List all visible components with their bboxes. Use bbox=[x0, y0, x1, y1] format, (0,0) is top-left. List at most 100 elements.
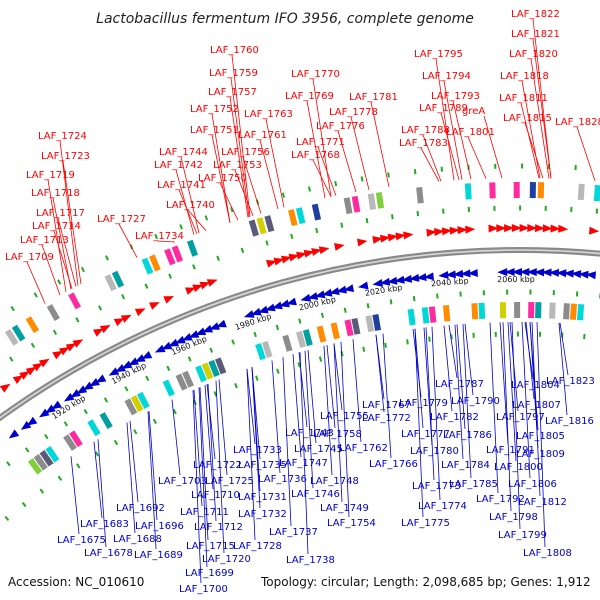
plus-strand-feature-block bbox=[287, 209, 298, 227]
leader-line bbox=[525, 321, 535, 400]
tick-mark bbox=[552, 290, 555, 296]
plus-strand-gene bbox=[511, 224, 522, 233]
gene-label: LAF_1815 bbox=[503, 113, 552, 124]
tick-mark bbox=[494, 163, 497, 169]
tick-mark bbox=[234, 382, 238, 389]
tick-mark bbox=[506, 289, 509, 295]
leader-line bbox=[171, 399, 181, 476]
minus-strand-feature-block bbox=[528, 302, 535, 319]
plus-strand-gene bbox=[184, 287, 196, 295]
minus-strand-gene bbox=[26, 416, 38, 426]
leader-line bbox=[307, 349, 317, 444]
minus-strand-feature-block bbox=[27, 458, 43, 475]
minus-strand-gene bbox=[563, 269, 574, 278]
leader-line bbox=[483, 115, 503, 179]
minus-strand-gene bbox=[548, 268, 560, 277]
plus-strand-feature-block bbox=[186, 239, 199, 257]
minus-strand-feature-block bbox=[428, 306, 437, 323]
plus-strand-gene bbox=[372, 235, 383, 244]
leader-line bbox=[306, 100, 326, 199]
plus-strand-feature-block bbox=[593, 184, 600, 202]
gene-label: LAF_1820 bbox=[509, 49, 558, 60]
leader-line bbox=[271, 360, 281, 474]
plus-strand-gene bbox=[504, 224, 515, 233]
plus-strand-gene bbox=[199, 281, 211, 290]
tick-mark bbox=[172, 408, 177, 415]
tick-mark bbox=[121, 294, 126, 300]
plus-strand-feature-block bbox=[111, 270, 125, 288]
plus-strand-gene bbox=[206, 279, 218, 287]
minus-strand-feature-block bbox=[261, 340, 273, 358]
plus-strand-gene bbox=[356, 238, 368, 247]
gene-label: LAF_1735 bbox=[238, 460, 287, 471]
minus-strand-feature-block bbox=[499, 302, 507, 319]
minus-strand-gene bbox=[534, 268, 545, 277]
leader-line bbox=[129, 420, 139, 503]
minus-strand-gene bbox=[264, 303, 276, 312]
gene-label: LAF_1723 bbox=[41, 151, 90, 162]
leader-line bbox=[524, 122, 544, 179]
gene-label: LAF_1755 bbox=[320, 411, 369, 422]
minus-strand-gene bbox=[343, 284, 355, 293]
leader-line bbox=[333, 343, 343, 503]
minus-strand-feature-block bbox=[162, 379, 175, 397]
plus-strand-feature-block bbox=[375, 192, 385, 209]
gene-label: LAF_1678 bbox=[84, 548, 133, 559]
tick-mark bbox=[209, 347, 214, 353]
leader-line bbox=[317, 146, 337, 196]
tick-mark bbox=[334, 180, 338, 187]
gene-label: LAF_1713 bbox=[20, 235, 69, 246]
gene-label: LAF_1789 bbox=[419, 103, 468, 114]
leader-line bbox=[464, 323, 474, 396]
gene-label: LAF_1752 bbox=[190, 104, 239, 115]
plus-strand-feature-block bbox=[264, 215, 275, 233]
gene-label: LAF_1781 bbox=[349, 92, 398, 103]
tick-mark bbox=[340, 222, 344, 228]
plus-strand-gene bbox=[281, 255, 292, 264]
minus-strand-gene bbox=[329, 287, 340, 296]
leader-line bbox=[207, 383, 217, 522]
plus-strand-gene bbox=[519, 223, 530, 232]
minus-strand-gene bbox=[556, 269, 567, 278]
leader-line bbox=[456, 324, 466, 430]
gene-label: LAF_1787 bbox=[435, 379, 484, 390]
leader-line bbox=[246, 368, 256, 445]
minus-strand-feature-block bbox=[478, 302, 486, 320]
plus-strand-gene bbox=[192, 284, 203, 293]
gene-label: LAF_1743 bbox=[285, 428, 334, 439]
minus-strand-gene bbox=[128, 357, 139, 366]
tick-mark bbox=[230, 206, 234, 213]
minus-strand-feature-block bbox=[33, 454, 48, 471]
minus-strand-gene bbox=[387, 276, 398, 285]
gene-label: LAF_1692 bbox=[116, 503, 165, 514]
tick-mark bbox=[265, 240, 269, 246]
leader-line bbox=[97, 439, 107, 548]
leader-line bbox=[425, 327, 435, 481]
plus-strand-gene bbox=[134, 308, 146, 317]
leader-line bbox=[576, 126, 596, 182]
minus-strand-gene bbox=[526, 268, 537, 277]
tick-mark bbox=[103, 397, 109, 403]
minus-strand-gene bbox=[279, 299, 290, 308]
topology-summary-text: Topology: circular; Length: 2,098,685 bp… bbox=[260, 575, 591, 589]
plus-strand-feature-block bbox=[343, 197, 353, 215]
gene-label: LAF_1675 bbox=[57, 535, 106, 546]
tick-mark bbox=[595, 208, 599, 214]
plus-strand-feature-block bbox=[68, 292, 82, 310]
plus-strand-gene bbox=[488, 224, 499, 233]
minus-strand-feature-block bbox=[39, 449, 54, 467]
tick-mark bbox=[33, 292, 38, 298]
leader-line bbox=[234, 169, 254, 216]
tick-mark bbox=[30, 342, 36, 349]
minus-strand-gene bbox=[154, 344, 166, 353]
leader-line bbox=[215, 380, 225, 554]
tick-mark bbox=[144, 283, 149, 289]
gene-label: LAF_1761 bbox=[238, 130, 287, 141]
tick-mark bbox=[39, 488, 45, 494]
plus-strand-gene bbox=[311, 248, 322, 256]
gene-label: LAF_1812 bbox=[518, 497, 567, 508]
minus-strand-gene bbox=[70, 389, 81, 398]
leader-line bbox=[452, 100, 472, 180]
tick-mark bbox=[44, 433, 49, 440]
minus-strand-feature-block bbox=[535, 302, 542, 319]
